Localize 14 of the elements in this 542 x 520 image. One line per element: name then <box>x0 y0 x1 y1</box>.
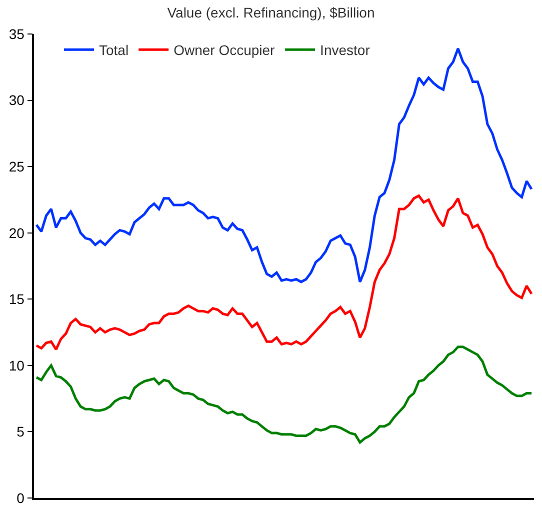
y-tick-label: 15 <box>8 291 25 308</box>
legend-label: Owner Occupier <box>174 42 276 58</box>
y-tick-label: 0 <box>16 490 25 506</box>
y-tick-label: 35 <box>8 26 25 42</box>
legend-label: Total <box>99 42 129 58</box>
line-series <box>35 346 533 444</box>
y-tick-label: 25 <box>8 158 25 174</box>
legend-label: Investor <box>320 42 370 58</box>
y-tick-label: 20 <box>8 224 25 241</box>
y-tick-label: 10 <box>8 357 25 374</box>
chart-title: Value (excl. Refinancing), $Billion <box>167 4 375 21</box>
y-tick-label: 30 <box>8 92 25 108</box>
line-series <box>35 194 533 351</box>
y-tick-label: 5 <box>16 424 25 440</box>
